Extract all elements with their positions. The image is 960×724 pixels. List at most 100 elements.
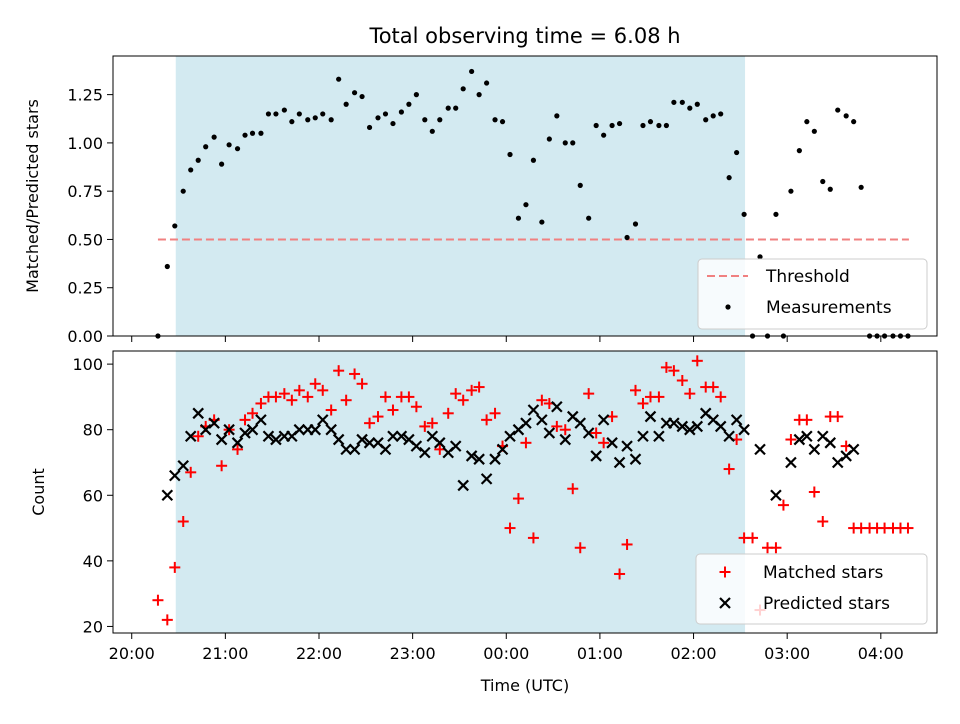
x-marker-b <box>574 417 587 429</box>
matched-star-point <box>302 391 314 403</box>
x-marker-b <box>527 404 540 416</box>
matched-star-point <box>489 407 501 419</box>
x-marker-b <box>161 489 174 502</box>
matched-star-point <box>512 493 524 505</box>
measurement-point <box>258 130 264 136</box>
x-marker-b <box>169 469 181 482</box>
predicted-star-point <box>637 430 649 443</box>
x-marker-b <box>543 427 556 439</box>
matched-star-point <box>637 397 649 409</box>
x-marker-b <box>719 597 731 609</box>
measurement-point <box>180 188 186 194</box>
x-marker-b <box>309 423 322 436</box>
measurement-point <box>546 136 552 142</box>
measurement-point <box>265 111 272 117</box>
measurement-point <box>679 99 685 105</box>
matched-star-point <box>817 516 829 528</box>
chart-title: Total observing time = 6.08 h <box>368 24 680 48</box>
measurement-point <box>382 111 389 117</box>
x-marker-b <box>785 456 797 469</box>
y-tick-label: 1.00 <box>67 134 103 153</box>
matched-star-point <box>832 411 844 423</box>
x-marker-b <box>738 423 750 436</box>
measurement-point <box>820 178 826 185</box>
measurement-point <box>406 101 412 107</box>
predicted-star-point <box>551 400 563 413</box>
bottom-y-ticks: 20 40 60 80 100 <box>72 355 113 636</box>
matched-star-point <box>340 394 352 406</box>
measurement-point <box>796 148 802 154</box>
predicted-star-point <box>730 414 743 426</box>
x-marker-b <box>239 427 251 439</box>
measurement-point <box>219 161 225 167</box>
predicted-star-point <box>270 433 282 446</box>
predicted-star-point <box>363 437 376 449</box>
measurement-point <box>343 101 349 107</box>
predicted-star-point <box>847 443 860 456</box>
predicted-star-point <box>668 417 680 429</box>
matched-star-point <box>747 532 759 544</box>
matched-star-point <box>902 522 914 534</box>
predicted-star-point <box>325 423 337 436</box>
matched-star-point <box>551 420 563 432</box>
y-tick-label: 0.00 <box>67 327 103 346</box>
matched-star-point <box>536 394 548 406</box>
predicted-star-point <box>559 433 572 446</box>
predicted-star-point <box>262 430 275 443</box>
x-marker-b <box>387 430 399 443</box>
predicted-star-point <box>723 430 735 443</box>
y-tick-label: 20 <box>83 617 103 636</box>
measurement-point <box>703 117 709 123</box>
predicted-star-point <box>606 437 618 449</box>
x-marker-b <box>566 410 579 423</box>
measurement-point <box>445 105 451 111</box>
x-marker-b <box>637 430 649 443</box>
predicted-star-point <box>208 417 220 429</box>
x-marker-b <box>559 433 572 446</box>
bottom-legend: Matched stars Predicted stars <box>695 553 928 625</box>
matched-star-point <box>387 404 399 416</box>
measurement-point <box>328 117 334 123</box>
predicted-star-point <box>434 437 446 449</box>
measurement-point <box>586 215 592 221</box>
x-marker-b <box>699 407 712 420</box>
x-marker-b <box>199 423 212 436</box>
predicted-star-point <box>629 453 642 465</box>
measurement-point <box>453 105 459 111</box>
x-axis-label: Time (UTC) <box>480 676 569 695</box>
legend-x-marker <box>719 597 731 609</box>
x-marker-b <box>707 414 719 426</box>
x-marker-b <box>348 443 361 456</box>
top-x-ticks <box>131 336 882 342</box>
x-marker-b <box>793 433 806 446</box>
x-marker-b <box>223 423 235 436</box>
y-tick-label: 40 <box>83 552 103 571</box>
predicted-star-point <box>169 469 181 482</box>
measurement-point <box>390 120 396 127</box>
measurement-points <box>155 68 911 339</box>
bottom-legend-box <box>695 553 928 625</box>
legend-matched-swatch <box>719 566 731 578</box>
predicted-star-point <box>192 407 204 420</box>
legend-predicted-label: Predicted stars <box>763 594 890 614</box>
measurement-point <box>858 184 864 190</box>
x-marker-b <box>255 414 267 426</box>
y-tick-label: 0.50 <box>67 230 103 249</box>
matched-star-point <box>598 437 610 449</box>
matched-star-point <box>372 411 384 423</box>
measurement-point <box>515 215 522 221</box>
matched-star-point <box>520 437 532 449</box>
legend-plus-marker <box>719 566 731 578</box>
matched-star-point <box>450 388 462 400</box>
x-marker-b <box>293 423 306 436</box>
measurement-point <box>726 175 732 181</box>
predicted-star-point <box>793 433 806 446</box>
x-marker-b <box>246 423 259 436</box>
legend-measurement-swatch <box>725 304 731 310</box>
bottom-y-axis-label: Count <box>29 468 48 516</box>
predicted-star-point <box>309 423 322 436</box>
x-marker-b <box>723 430 735 443</box>
x-marker-b <box>668 417 680 429</box>
x-marker-b <box>754 443 766 456</box>
predicted-star-point <box>215 433 228 446</box>
